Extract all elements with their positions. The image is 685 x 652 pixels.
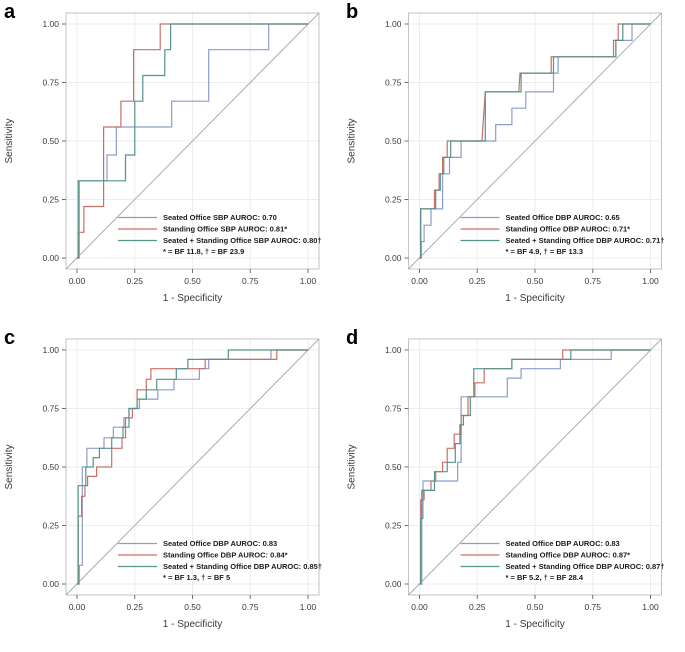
diagonal-reference-line xyxy=(65,12,320,270)
legend-label: Standing Office SBP AUROC: 0.81* xyxy=(163,225,287,234)
x-tick-label: 0.00 xyxy=(411,276,428,286)
y-tick-label: 0.50 xyxy=(385,136,402,146)
legend-label: Seated + Standing Office DBP AUROC: 0.85… xyxy=(163,562,322,571)
x-axis-title: 1 - Specificity xyxy=(163,293,222,304)
y-tick-label: 0.00 xyxy=(385,253,402,263)
y-tick-label: 0.00 xyxy=(385,579,402,589)
legend: Seated Office DBP AUROC: 0.83 Standing Of… xyxy=(118,539,322,582)
legend-label: Seated Office DBP AUROC: 0.65 xyxy=(506,213,620,222)
x-tick-label: 0.75 xyxy=(242,276,259,286)
y-tick-label: 0.50 xyxy=(385,462,402,472)
y-tick-label: 0.00 xyxy=(42,579,59,589)
x-axis-title: 1 - Specificity xyxy=(505,619,564,630)
x-tick-label: 1.00 xyxy=(300,276,317,286)
y-tick-label: 0.75 xyxy=(42,404,59,414)
y-tick-label: 0.75 xyxy=(385,404,402,414)
x-tick-label: 0.25 xyxy=(126,602,143,612)
legend-label: Seated + Standing Office DBP AUROC: 0.71… xyxy=(506,236,665,245)
panel-d: d 0.00 0.25 0.50 0.75 1.00 0.00 0.25 0.50 0.75 1.… xyxy=(342,326,685,652)
roc-curve-combined xyxy=(77,349,308,585)
panel-b: b 0.00 0.25 0.50 0.75 1.00 0.00 0.25 0.50 0.75 1.… xyxy=(342,0,685,326)
x-axis-title: 1 - Specificity xyxy=(505,293,564,304)
y-tick-label: 0.25 xyxy=(42,521,59,531)
legend-footnote: * = BF 5.2, † = BF 28.4 xyxy=(506,573,584,582)
roc-chart-a: 0.00 0.25 0.50 0.75 1.00 0.00 0.25 0.50 0.75 1.00… xyxy=(4,12,322,304)
y-tick-label: 1.00 xyxy=(385,19,402,29)
roc-curve-standing xyxy=(77,349,308,585)
y-tick-label: 1.00 xyxy=(42,19,59,29)
y-tick-label: 0.25 xyxy=(385,521,402,531)
x-tick-label: 0.50 xyxy=(184,276,201,286)
x-tick-label: 0.00 xyxy=(69,602,86,612)
legend-label: Seated + Standing Office SBP AUROC: 0.80… xyxy=(163,236,322,245)
x-tick-label: 0.50 xyxy=(184,602,201,612)
legend-footnote: * = BF 4.9, † = BF 13.3 xyxy=(506,247,584,256)
x-tick-label: 0.25 xyxy=(469,602,486,612)
x-tick-label: 1.00 xyxy=(642,276,659,286)
legend-label: Seated Office DBP AUROC: 0.83 xyxy=(506,539,620,548)
panel-a: a 0.00 0.25 0.50 0.75 1.00 0.00 0.25 0.50 0.75 1.… xyxy=(0,0,342,326)
y-tick-label: 0.25 xyxy=(385,195,402,205)
y-tick-label: 0.75 xyxy=(42,78,59,88)
legend: Seated Office DBP AUROC: 0.83 Standing Of… xyxy=(460,539,665,582)
panel-label-b: b xyxy=(346,1,359,23)
y-axis-title: Sensitivity xyxy=(4,444,15,489)
x-tick-label: 0.00 xyxy=(411,602,428,612)
y-axis-title: Sensitivity xyxy=(347,118,358,163)
x-tick-label: 0.00 xyxy=(69,276,86,286)
x-tick-label: 0.75 xyxy=(242,602,259,612)
x-tick-label: 0.75 xyxy=(584,602,601,612)
y-tick-label: 0.50 xyxy=(42,462,59,472)
y-tick-label: 0.50 xyxy=(42,136,59,146)
y-tick-label: 0.75 xyxy=(385,78,402,88)
panel-label-d: d xyxy=(346,327,359,349)
legend-label: Standing Office DBP AUROC: 0.87* xyxy=(506,551,631,560)
diagonal-reference-line xyxy=(408,12,662,270)
y-tick-label: 1.00 xyxy=(42,345,59,355)
legend-footnote: * = BF 11.8, † = BF 23.9 xyxy=(163,247,244,256)
roc-curve-combined xyxy=(419,349,651,585)
x-tick-label: 0.25 xyxy=(126,276,143,286)
legend-label: Standing Office DBP AUROC: 0.84* xyxy=(163,551,288,560)
panel-label-c: c xyxy=(4,327,16,349)
legend-label: Seated + Standing Office DBP AUROC: 0.87… xyxy=(506,562,665,571)
roc-curve-combined xyxy=(419,23,651,259)
y-tick-label: 0.00 xyxy=(42,253,59,263)
x-tick-label: 0.75 xyxy=(584,276,601,286)
legend: Seated Office SBP AUROC: 0.70 Standing Of… xyxy=(118,213,322,256)
y-axis-title: Sensitivity xyxy=(4,118,15,163)
x-tick-label: 0.25 xyxy=(469,276,486,286)
x-axis-title: 1 - Specificity xyxy=(163,619,222,630)
panel-label-a: a xyxy=(4,1,16,23)
panel-c: c 0.00 0.25 0.50 0.75 1.00 0.00 0.25 0.50 0.75 1.… xyxy=(0,326,342,652)
y-tick-label: 0.25 xyxy=(42,195,59,205)
legend-label: Seated Office SBP AUROC: 0.70 xyxy=(163,213,277,222)
x-tick-label: 1.00 xyxy=(300,602,317,612)
legend-label: Standing Office DBP AUROC: 0.71* xyxy=(506,225,631,234)
legend: Seated Office DBP AUROC: 0.65 Standing Of… xyxy=(460,213,665,256)
x-tick-label: 1.00 xyxy=(642,602,659,612)
roc-chart-c: 0.00 0.25 0.50 0.75 1.00 0.00 0.25 0.50 0.75 1.00… xyxy=(4,338,322,630)
diagonal-reference-line xyxy=(65,338,320,596)
x-tick-label: 0.50 xyxy=(527,602,544,612)
diagonal-reference-line xyxy=(408,338,662,596)
x-tick-label: 0.50 xyxy=(527,276,544,286)
roc-chart-d: 0.00 0.25 0.50 0.75 1.00 0.00 0.25 0.50 0.75 1.00… xyxy=(347,338,665,630)
roc-curve-combined xyxy=(77,23,308,259)
roc-chart-b: 0.00 0.25 0.50 0.75 1.00 0.00 0.25 0.50 0.75 1.00… xyxy=(347,12,665,304)
legend-label: Seated Office DBP AUROC: 0.83 xyxy=(163,539,277,548)
legend-footnote: * = BF 1.3, † = BF 5 xyxy=(163,573,230,582)
y-axis-title: Sensitivity xyxy=(347,444,358,489)
y-tick-label: 1.00 xyxy=(385,345,402,355)
roc-curve-standing xyxy=(77,23,308,259)
